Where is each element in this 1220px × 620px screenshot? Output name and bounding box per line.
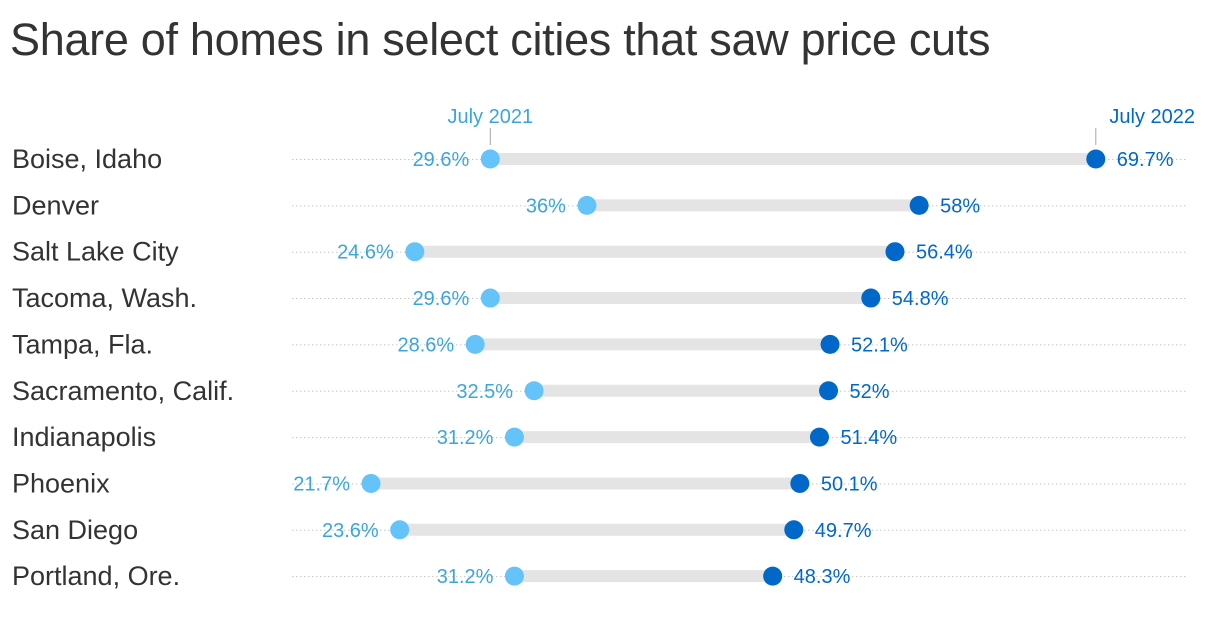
point-july-2021	[504, 566, 524, 586]
data-label-july-2021: 36%	[526, 195, 566, 217]
data-label-july-2021: 32.5%	[456, 381, 513, 403]
point-july-2021	[480, 288, 500, 308]
data-label-july-2022: 54.8%	[892, 288, 949, 310]
category-label: Portland, Ore.	[12, 561, 180, 591]
point-july-2022	[1086, 149, 1106, 169]
point-july-2022	[861, 288, 881, 308]
data-label-july-2022: 69.7%	[1117, 149, 1174, 171]
data-label-july-2021: 31.2%	[437, 566, 494, 588]
category-label: San Diego	[12, 515, 138, 545]
point-july-2021	[524, 381, 544, 401]
data-label-july-2022: 50.1%	[821, 473, 878, 495]
data-label-july-2022: 56.4%	[916, 242, 973, 264]
category-label: Salt Lake City	[12, 237, 179, 267]
data-label-july-2021: 21.7%	[293, 473, 350, 495]
category-label: Boise, Idaho	[12, 144, 162, 174]
data-label-july-2022: 52%	[850, 381, 890, 403]
data-label-july-2022: 58%	[940, 195, 980, 217]
chart-title: Share of homes in select cities that saw…	[10, 14, 991, 65]
series-label-july-2021: July 2021	[447, 106, 533, 128]
data-label-july-2021: 23.6%	[322, 520, 379, 542]
category-label: Tacoma, Wash.	[12, 283, 197, 313]
point-july-2022	[909, 195, 929, 215]
point-july-2022	[819, 381, 839, 401]
data-label-july-2021: 24.6%	[337, 242, 394, 264]
data-label-july-2022: 48.3%	[794, 566, 851, 588]
data-label-july-2022: 49.7%	[815, 520, 872, 542]
category-label: Phoenix	[12, 468, 110, 498]
point-july-2021	[405, 242, 425, 262]
point-july-2021	[361, 473, 381, 493]
category-label: Indianapolis	[12, 422, 156, 452]
point-july-2022	[763, 566, 783, 586]
point-july-2022	[820, 334, 840, 354]
point-july-2021	[480, 149, 500, 169]
point-july-2022	[784, 520, 804, 540]
series-label-july-2022: July 2022	[1109, 106, 1195, 128]
category-label: Sacramento, Calif.	[12, 376, 234, 406]
data-label-july-2021: 29.6%	[413, 288, 470, 310]
data-label-july-2022: 52.1%	[851, 334, 908, 356]
point-july-2021	[504, 427, 524, 447]
point-july-2021	[577, 195, 597, 215]
category-label: Tampa, Fla.	[12, 329, 153, 359]
point-july-2021	[390, 520, 410, 540]
data-label-july-2021: 29.6%	[413, 149, 470, 171]
point-july-2022	[809, 427, 829, 447]
data-label-july-2022: 51.4%	[840, 427, 897, 449]
point-july-2022	[885, 242, 905, 262]
data-label-july-2021: 28.6%	[397, 334, 454, 356]
data-label-july-2021: 31.2%	[437, 427, 494, 449]
point-july-2022	[790, 473, 810, 493]
category-label: Denver	[12, 190, 99, 220]
point-july-2021	[465, 334, 485, 354]
